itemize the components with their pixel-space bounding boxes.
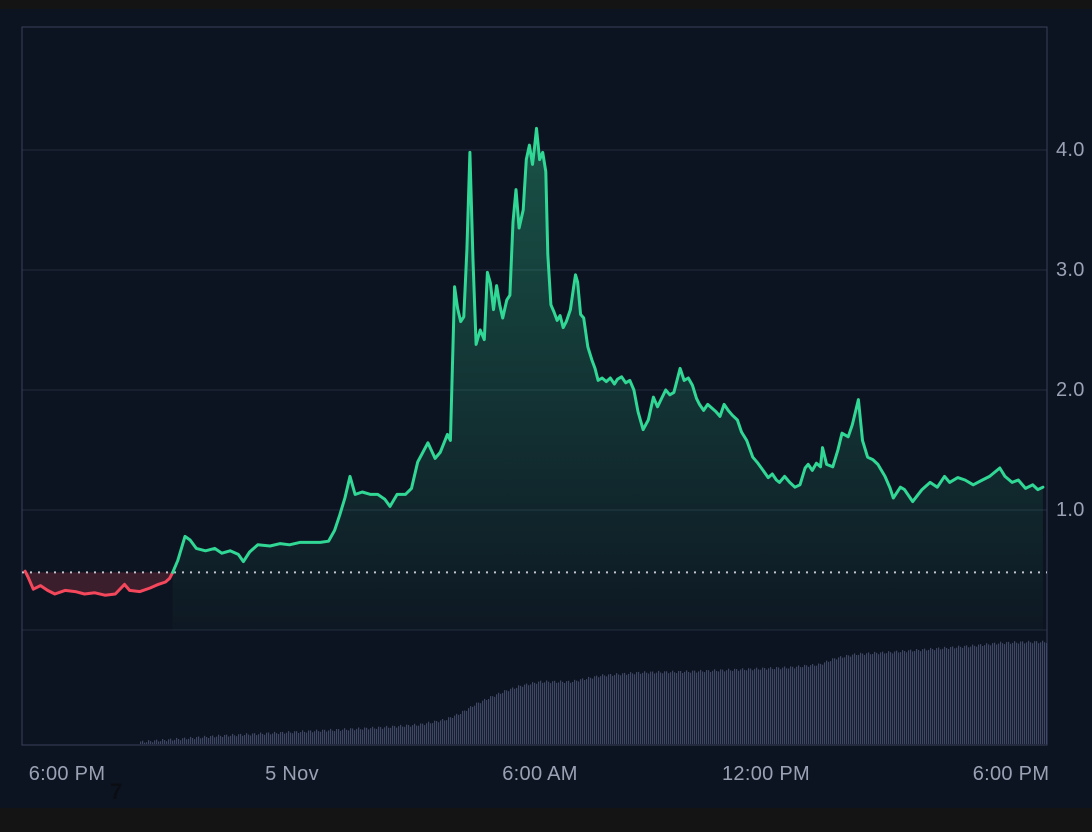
x-tick-label: 6:00 PM	[28, 763, 106, 785]
top-black-strip	[0, 0, 1092, 9]
chart-frame	[21, 26, 1048, 746]
price-area-fill-down	[25, 571, 173, 596]
price-line-up	[171, 126, 1045, 574]
y-tick-label: 3.0	[1056, 259, 1085, 281]
y-tick-label: 2.0	[1056, 379, 1085, 401]
x-tick-label: 6:00 PM	[972, 763, 1050, 785]
bottom-black-strip	[0, 808, 1092, 832]
price-line-down	[23, 569, 175, 597]
x-tick-label: 5 Nov	[265, 763, 319, 785]
x-tick-label: 6:00 AM	[502, 763, 578, 785]
y-tick-label: 4.0	[1056, 139, 1085, 161]
stray-character: 7	[110, 779, 123, 804]
volume-bars	[140, 640, 1048, 744]
price-area-fill-up	[172, 128, 1043, 630]
x-tick-label: 12:00 PM	[721, 763, 811, 785]
y-tick-label: 1.0	[1056, 499, 1085, 521]
